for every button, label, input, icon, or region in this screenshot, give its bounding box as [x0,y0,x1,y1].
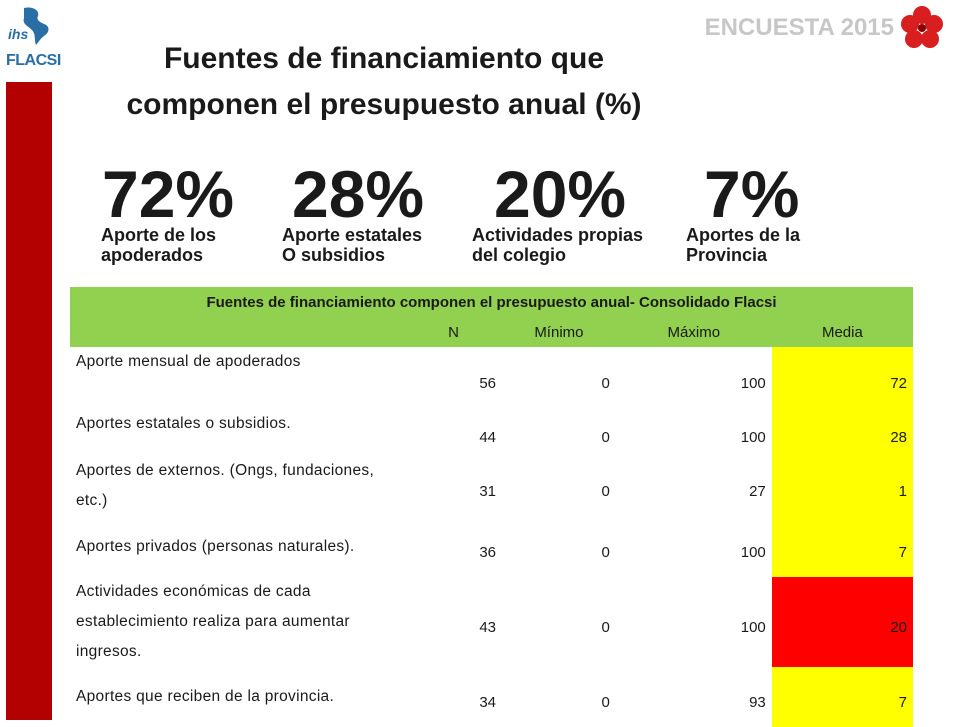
cell-max: 93 [749,693,766,711]
caption-line: Actividades propias [472,225,644,245]
highlight-value-actividades: 20% [494,157,627,231]
caption-line: Aporte estatales [282,225,423,245]
title-line-2: componen el presupuesto anual (%) [126,88,642,121]
caption-line: Aportes de la [686,225,801,245]
table-row: Aportes que reciben de la provincia. 34 … [70,667,913,727]
cell-media: 72 [771,347,913,409]
highlight-caption-apoderados: Aporte de los apoderados [101,225,216,265]
cell-min: 0 [601,482,610,500]
cell-min: 0 [601,543,610,561]
caption-line: Provincia [686,245,768,265]
cell-media: 7 [771,667,913,727]
cell-media: 1 [771,455,913,517]
financing-table: Fuentes de financiamiento componen el pr… [70,287,913,727]
header-media: Media [771,317,913,347]
table-row: Aportes estatales o subsidios. 44 0 100 … [70,409,913,455]
cell-min: 0 [601,618,610,636]
row-label: Aporte mensual de apoderados [76,353,301,370]
cell-max: 100 [740,428,766,446]
row-label: Aportes privados (personas naturales). [76,538,355,555]
cell-n: 44 [479,428,497,446]
red-accent-strip [6,82,52,720]
caption-line: Aporte de los [101,225,217,245]
cell-max: 100 [740,374,766,392]
ihs-flacsi-logo: ihs FLACSI [6,6,61,74]
table-caption: Fuentes de financiamiento componen el pr… [70,287,913,317]
header-n: N [405,317,503,347]
highlight-caption-provincia: Aportes de la Provincia [686,225,800,265]
cell-max: 100 [740,543,766,561]
header-empty [70,317,406,347]
cell-min: 0 [601,374,610,392]
cell-max: 27 [749,482,766,500]
cell-max: 100 [740,618,766,636]
highlight-value-apoderados: 72% [102,157,235,231]
header-maximo: Máximo [615,317,772,347]
caption-line: apoderados [101,245,204,265]
title-line-1: Fuentes de financiamiento que [163,42,605,75]
cell-min: 0 [601,428,610,446]
cell-media: 7 [771,517,913,577]
red-flower-icon [901,6,943,48]
highlight-caption-actividades: Actividades propias del colegio [472,225,643,265]
highlight-value-provincia: 7% [704,157,800,231]
table-row: Aporte mensual de apoderados 56 0 100 72 [70,347,913,409]
logo-ihs-text: ihs [8,26,29,42]
cell-n: 36 [479,543,497,561]
page-title: Fuentes de financiamiento que componen e… [64,36,704,128]
table-row: Aportes de externos. (Ongs, fundaciones,… [70,455,913,517]
row-label: Actividades económicas de cada estableci… [76,583,350,660]
cell-n: 43 [479,618,497,636]
header-minimo: Mínimo [502,317,616,347]
caption-line: del colegio [472,245,567,265]
cell-n: 34 [479,693,497,711]
table-row: Aportes privados (personas naturales). 3… [70,517,913,577]
highlight-caption-estatales: Aporte estatales O subsidios [282,225,422,265]
cell-media: 28 [771,409,913,455]
table-header-row: N Mínimo Máximo Media [70,317,913,347]
america-map-icon [23,7,49,46]
caption-line: O subsidios [282,245,386,265]
row-label: Aportes estatales o subsidios. [76,415,291,432]
cell-media: 20 [771,577,913,667]
cell-min: 0 [601,693,610,711]
row-label: Aportes de externos. (Ongs, fundaciones,… [76,462,375,509]
highlight-value-estatales: 28% [292,157,425,231]
row-label: Aportes que reciben de la provincia. [76,688,335,705]
cell-n: 31 [479,482,497,500]
table-caption-row: Fuentes de financiamiento componen el pr… [70,287,913,317]
table-row: Actividades económicas de cada estableci… [70,577,913,667]
cell-n: 56 [479,374,497,392]
survey-label: ENCUESTA 2015 [704,14,894,41]
logo-flacsi-text: FLACSI [6,52,61,69]
